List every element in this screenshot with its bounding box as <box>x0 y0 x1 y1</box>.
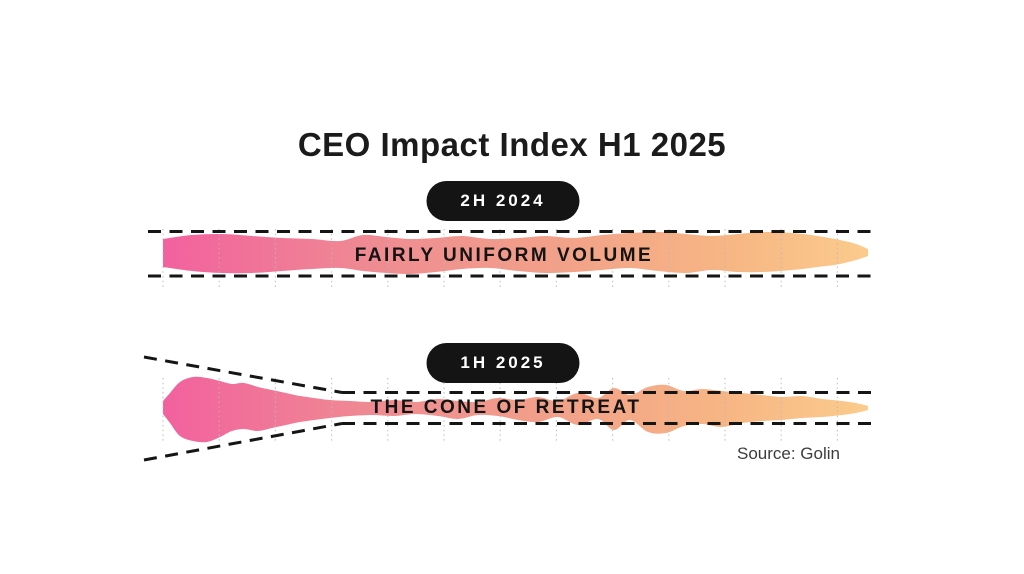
period-badge-1h2025: 1H 2025 <box>426 343 580 383</box>
period-badge-2h2024: 2H 2024 <box>426 181 580 221</box>
dashed-envelope-2h2024 <box>148 230 875 278</box>
violin-stream-2h2024 <box>163 231 868 275</box>
page-title: CEO Impact Index H1 2025 <box>297 126 727 163</box>
cone-top-diagonal-dash <box>143 355 343 394</box>
gridlines-2h2024 <box>162 229 839 289</box>
source-credit: Source: Golin <box>737 444 840 463</box>
gridlines-1h2025 <box>162 378 839 443</box>
annotation-fairly-uniform-volume: FAIRLY UNIFORM VOLUME <box>354 245 654 266</box>
annotation-cone-of-retreat: THE CONE OF RETREAT <box>370 397 642 418</box>
cone-bottom-diagonal-dash <box>143 422 343 462</box>
dashed-cone-envelope-1h2025 <box>143 355 875 462</box>
